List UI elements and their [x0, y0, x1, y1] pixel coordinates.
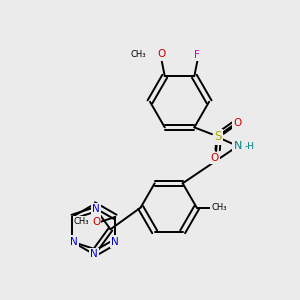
Text: CH₃: CH₃ — [74, 217, 89, 226]
Text: N: N — [70, 237, 78, 247]
Text: O: O — [233, 118, 242, 128]
Text: F: F — [194, 50, 200, 60]
Text: CH₃: CH₃ — [211, 203, 227, 212]
Text: O: O — [210, 153, 219, 163]
Text: S: S — [214, 130, 221, 143]
Text: -H: -H — [244, 142, 254, 151]
Text: N: N — [111, 237, 119, 247]
Text: CH₃: CH₃ — [130, 50, 146, 59]
Text: O: O — [158, 50, 166, 59]
Text: N: N — [234, 141, 242, 151]
Text: O: O — [92, 217, 100, 226]
Text: N: N — [92, 204, 100, 214]
Text: N: N — [90, 249, 98, 259]
